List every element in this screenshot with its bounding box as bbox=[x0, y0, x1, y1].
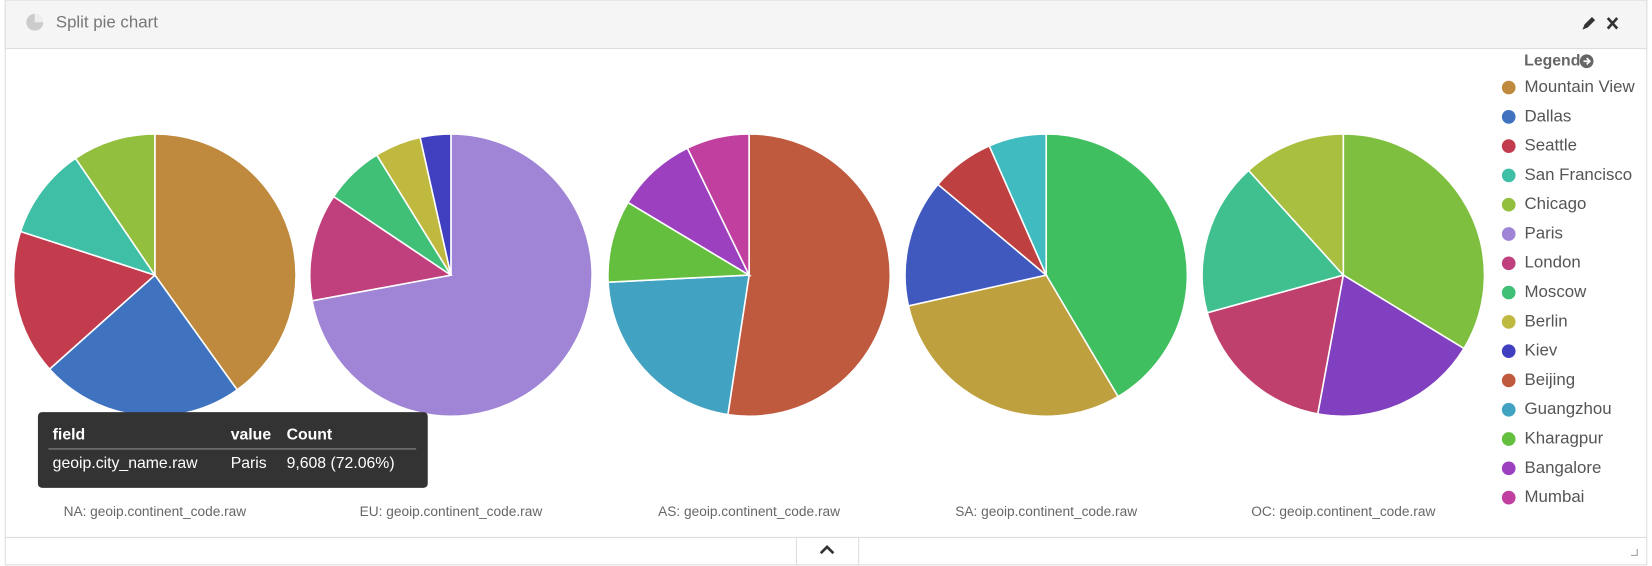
pie-slice bbox=[907, 274, 1120, 418]
legend-item[interactable]: Kiev bbox=[1525, 341, 1558, 360]
tooltip-header: value bbox=[231, 426, 272, 443]
pie-label: AS: geoip.continent_code.raw bbox=[658, 504, 840, 519]
legend-swatch bbox=[1501, 315, 1516, 329]
tooltip-header: field bbox=[53, 426, 85, 443]
pie-slice bbox=[1045, 133, 1189, 398]
legend-title[interactable]: Legend bbox=[1524, 52, 1580, 69]
pie-slice bbox=[154, 133, 297, 391]
edit-button[interactable] bbox=[1582, 16, 1596, 30]
tooltip-cell: 9,608 (72.06%) bbox=[287, 455, 395, 472]
pie-label: EU: geoip.continent_code.raw bbox=[360, 504, 543, 519]
legend-swatch bbox=[1501, 461, 1516, 476]
pie-label: NA: geoip.continent_code.raw bbox=[64, 504, 247, 519]
pie-slice bbox=[904, 183, 1048, 307]
legend-item[interactable]: Mumbai bbox=[1525, 487, 1585, 506]
pies: NA: geoip.continent_code.raw EU: geoip.co… bbox=[12, 133, 1486, 519]
pie-slice bbox=[74, 133, 156, 278]
legend-item[interactable]: Berlin bbox=[1525, 311, 1568, 330]
pie-slice bbox=[1201, 169, 1345, 314]
legend-swatch bbox=[1501, 344, 1516, 359]
legend-item[interactable]: Kharagpur bbox=[1525, 428, 1604, 447]
pie-slice bbox=[1342, 133, 1486, 350]
legend-item[interactable]: Mountain View bbox=[1525, 77, 1636, 96]
close-button[interactable] bbox=[1606, 17, 1619, 30]
legend-swatch bbox=[1501, 139, 1516, 153]
tooltip: field value Count geoip.city_name.raw Pa… bbox=[37, 412, 428, 488]
panel-title: Split pie chart bbox=[56, 13, 158, 32]
collapse-button[interactable] bbox=[795, 536, 860, 566]
pie-slice bbox=[607, 274, 751, 416]
legend-item[interactable]: San Francisco bbox=[1525, 165, 1633, 184]
pie-slice bbox=[19, 157, 157, 277]
legend-swatch bbox=[1501, 227, 1516, 241]
pie-slice bbox=[308, 195, 453, 302]
legend-item[interactable]: Guangzhou bbox=[1525, 399, 1612, 418]
legend-swatch bbox=[1501, 402, 1516, 417]
pie-slice bbox=[419, 133, 452, 276]
tooltip-cell: Paris bbox=[231, 455, 267, 472]
tooltip-header: Count bbox=[287, 426, 333, 443]
legend-swatch bbox=[1501, 197, 1516, 212]
legend-item[interactable]: Paris bbox=[1525, 223, 1563, 242]
pie-label: SA: geoip.continent_code.raw bbox=[955, 504, 1137, 519]
legend-swatch bbox=[1501, 168, 1516, 183]
pie-slice bbox=[1316, 273, 1465, 418]
legend-item[interactable]: Moscow bbox=[1525, 282, 1588, 301]
resize-handle[interactable] bbox=[1630, 549, 1638, 556]
legend-toggle[interactable] bbox=[1579, 54, 1594, 69]
pie-slice bbox=[626, 147, 751, 278]
legend-swatch bbox=[1501, 490, 1516, 505]
pie-slice bbox=[686, 133, 750, 276]
legend-item[interactable]: Beijing bbox=[1525, 370, 1576, 389]
legend-item[interactable]: Dallas bbox=[1525, 106, 1572, 125]
legend-item[interactable]: Chicago bbox=[1525, 194, 1587, 213]
pie-label: OC: geoip.continent_code.raw bbox=[1251, 504, 1435, 519]
legend: Mountain View Dallas Seattle San Francisco C… bbox=[1501, 77, 1636, 506]
pie-slice bbox=[726, 133, 891, 418]
pie-slice bbox=[988, 133, 1047, 276]
pie-slice bbox=[607, 201, 752, 284]
legend-swatch bbox=[1501, 285, 1516, 300]
legend-swatch bbox=[1501, 80, 1516, 95]
legend-item[interactable]: Seattle bbox=[1525, 136, 1577, 155]
tooltip-cell: geoip.city_name.raw bbox=[53, 455, 198, 472]
pie-icon bbox=[26, 13, 44, 31]
pie-slice bbox=[12, 230, 157, 371]
legend-swatch bbox=[1501, 110, 1516, 124]
legend-item[interactable]: London bbox=[1525, 253, 1581, 272]
legend-swatch bbox=[1501, 256, 1516, 271]
legend-swatch bbox=[1501, 373, 1516, 388]
pie-slice bbox=[1206, 273, 1345, 415]
legend-item[interactable]: Bangalore bbox=[1525, 458, 1602, 477]
legend-swatch bbox=[1501, 432, 1516, 446]
panel-header bbox=[4, 0, 1648, 50]
pie-slice bbox=[1247, 133, 1345, 278]
